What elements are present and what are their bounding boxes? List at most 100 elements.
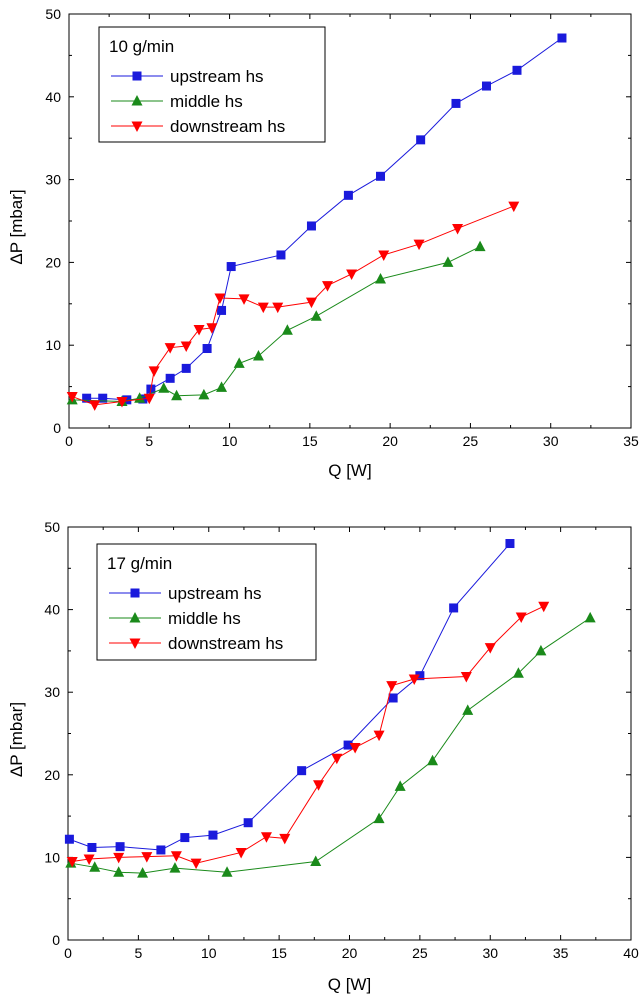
data-point — [190, 858, 202, 870]
data-point — [272, 302, 284, 314]
data-point — [243, 818, 253, 828]
data-point — [297, 766, 307, 776]
series-middle-hs — [65, 611, 596, 878]
data-point — [505, 539, 515, 549]
data-point — [373, 812, 385, 824]
x-tick-label: 10 — [222, 433, 238, 449]
data-point — [462, 704, 474, 715]
y-tick-label: 10 — [44, 849, 60, 865]
data-point — [158, 382, 170, 393]
data-point — [181, 363, 191, 373]
data-point — [208, 830, 218, 840]
y-tick-label: 20 — [44, 767, 60, 783]
legend-label: downstream hs — [170, 117, 285, 136]
y-tick-label: 30 — [44, 684, 60, 700]
data-point — [343, 740, 353, 750]
data-point — [198, 388, 210, 400]
data-point — [113, 852, 125, 864]
series-upstream-hs — [64, 539, 515, 855]
legend: 17 g/min upstream hs middle hs downstream h… — [96, 543, 317, 661]
data-point — [164, 343, 176, 354]
data-point — [442, 256, 454, 267]
data-point — [171, 389, 183, 401]
data-point — [165, 373, 175, 383]
data-point — [538, 601, 550, 613]
legend-label: upstream hs — [170, 67, 264, 86]
data-point — [322, 281, 334, 292]
data-point — [64, 834, 74, 844]
data-point — [449, 603, 459, 613]
data-point — [281, 324, 293, 335]
data-point — [408, 674, 420, 685]
y-tick-label: 30 — [45, 172, 61, 188]
data-point — [260, 832, 272, 843]
data-point — [143, 393, 155, 405]
legend-label: downstream hs — [168, 634, 283, 653]
chart-1: 0 5 10 15 20 25 30 35 0 10 20 30 40 50 Q [W] ΔP [mbar] 1… — [7, 6, 639, 480]
legend-title: 10 g/min — [109, 37, 174, 56]
data-point — [66, 857, 78, 868]
data-point — [512, 65, 522, 75]
data-point — [535, 644, 547, 656]
data-point — [373, 730, 385, 742]
series-downstream-hs — [66, 601, 550, 870]
data-point — [276, 250, 286, 260]
data-point — [388, 693, 398, 703]
data-point — [89, 400, 101, 411]
data-point — [206, 323, 218, 334]
series-middle-hs — [66, 240, 486, 407]
legend-marker — [130, 588, 140, 598]
x-tick-label: 10 — [201, 945, 217, 961]
legend-label: middle hs — [170, 92, 243, 111]
data-point — [257, 302, 269, 314]
data-point — [481, 81, 491, 91]
legend-marker — [129, 638, 141, 649]
data-point — [313, 780, 325, 791]
y-tick-label: 50 — [45, 6, 61, 22]
data-point — [310, 310, 322, 321]
data-point — [416, 135, 426, 145]
legend: 10 g/min upstream hs middle hs downstream h… — [98, 26, 326, 143]
x-tick-label: 5 — [134, 945, 142, 961]
data-point — [115, 842, 125, 852]
data-point — [83, 854, 95, 866]
data-point — [460, 672, 472, 683]
data-point — [89, 861, 101, 872]
x-tick-label: 25 — [412, 945, 428, 961]
y-axis-label: ΔP [mbar] — [7, 189, 26, 264]
chart-2: 0 5 10 15 20 25 30 35 40 0 10 20 30 40 50 Q [W] ΔP [mbar… — [7, 519, 639, 994]
data-point — [415, 671, 425, 681]
x-tick-label: 15 — [271, 945, 287, 961]
y-tick-label: 40 — [44, 602, 60, 618]
data-point — [427, 754, 439, 766]
x-tick-label: 0 — [64, 945, 72, 961]
y-tick-label: 20 — [45, 254, 61, 270]
data-point — [378, 250, 390, 261]
data-point — [484, 643, 496, 654]
x-tick-label: 35 — [623, 433, 639, 449]
legend-label: middle hs — [168, 609, 241, 628]
x-tick-label: 20 — [382, 433, 398, 449]
legend-label: upstream hs — [168, 584, 262, 603]
x-axis-label: Q [W] — [328, 975, 371, 994]
legend-marker — [129, 612, 141, 623]
x-tick-label: 40 — [623, 945, 639, 961]
data-point — [169, 862, 181, 873]
y-tick-label: 50 — [44, 519, 60, 535]
data-point — [156, 845, 166, 855]
x-tick-label: 30 — [543, 433, 559, 449]
data-point — [474, 240, 486, 252]
data-point — [376, 171, 386, 181]
x-tick-label: 5 — [145, 433, 153, 449]
data-point — [512, 667, 524, 678]
data-point — [375, 272, 387, 284]
data-point — [279, 833, 291, 845]
y-tick-label: 40 — [45, 89, 61, 105]
data-point — [113, 866, 125, 877]
data-point — [346, 269, 358, 280]
data-point — [98, 393, 108, 403]
data-point — [221, 866, 233, 877]
data-point — [305, 297, 317, 309]
data-point — [216, 381, 228, 392]
